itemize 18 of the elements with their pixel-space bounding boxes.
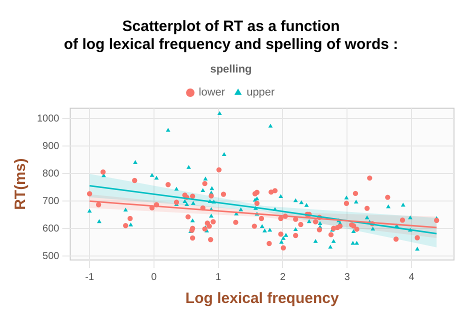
- x-tick-label: 0: [151, 272, 158, 283]
- y-tick-label: 700: [42, 196, 60, 207]
- y-axis-title: RT(ms): [12, 158, 30, 210]
- y-tick-label: 1000: [36, 113, 60, 124]
- y-tick-label: 800: [42, 168, 60, 180]
- legend-title: spelling: [210, 64, 252, 76]
- legend-label: lower: [198, 86, 226, 99]
- y-tick-label: 600: [42, 223, 60, 234]
- legend-label: upper: [246, 86, 276, 99]
- y-tick-label: 500: [42, 250, 60, 262]
- x-tick-label: 4: [408, 272, 415, 283]
- x-tick-label: 3: [344, 272, 350, 283]
- x-axis-title: Log lexical frequency: [185, 290, 340, 308]
- x-tick-label: 1: [216, 272, 222, 283]
- y-tick-label: 900: [42, 140, 60, 152]
- x-tick-label: -1: [85, 272, 94, 283]
- x-tick-label: 2: [280, 272, 286, 283]
- chart-title: Scatterplot of RT as a function of log lexical frequency and spelling of words :: [64, 18, 398, 54]
